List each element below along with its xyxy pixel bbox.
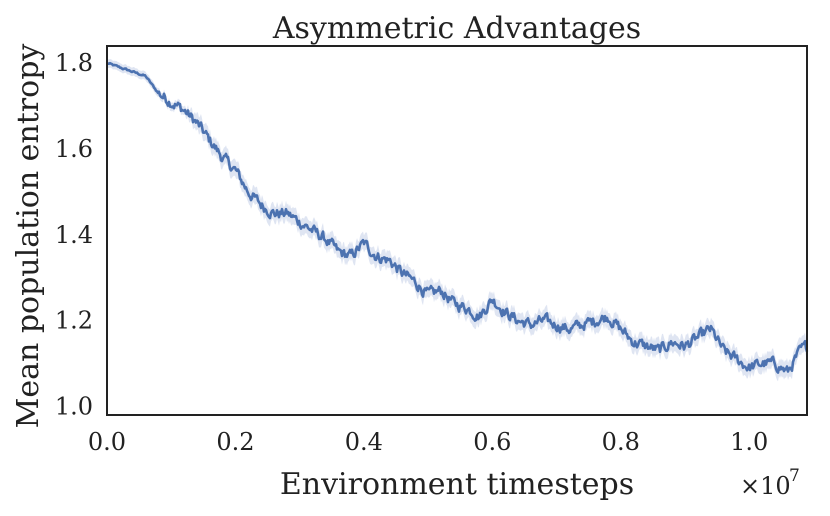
y-tick-label: 1.0 [55,392,93,420]
x-tick-label: 1.0 [730,428,768,456]
x-multiplier-base: ×10 [740,472,791,500]
y-tick-label: 1.8 [55,49,93,77]
x-tick-label: 0.0 [88,428,126,456]
x-tick-label: 0.4 [345,428,383,456]
y-tick-label: 1.2 [55,307,93,335]
x-axis-ticks: 0.0 0.2 0.4 0.6 0.8 1.0 [88,428,768,456]
confidence-band [107,58,807,382]
y-tick-label: 1.4 [55,221,93,249]
plot-area [106,58,809,382]
y-axis-label: Mean population entropy [11,44,46,429]
plot-frame [106,45,808,416]
y-tick-label: 1.6 [55,135,93,163]
x-tick-label: 0.8 [602,428,640,456]
x-axis-label: Environment timesteps [280,467,634,502]
chart-title: Asymmetric Advantages [272,11,641,46]
x-multiplier-exponent: 7 [789,466,800,486]
x-tick-label: 0.2 [216,428,254,456]
series-line [106,61,809,374]
y-axis-ticks: 1.0 1.2 1.4 1.6 1.8 [55,49,93,420]
x-tick-label: 0.6 [473,428,511,456]
x-multiplier: ×10 7 [740,466,800,500]
